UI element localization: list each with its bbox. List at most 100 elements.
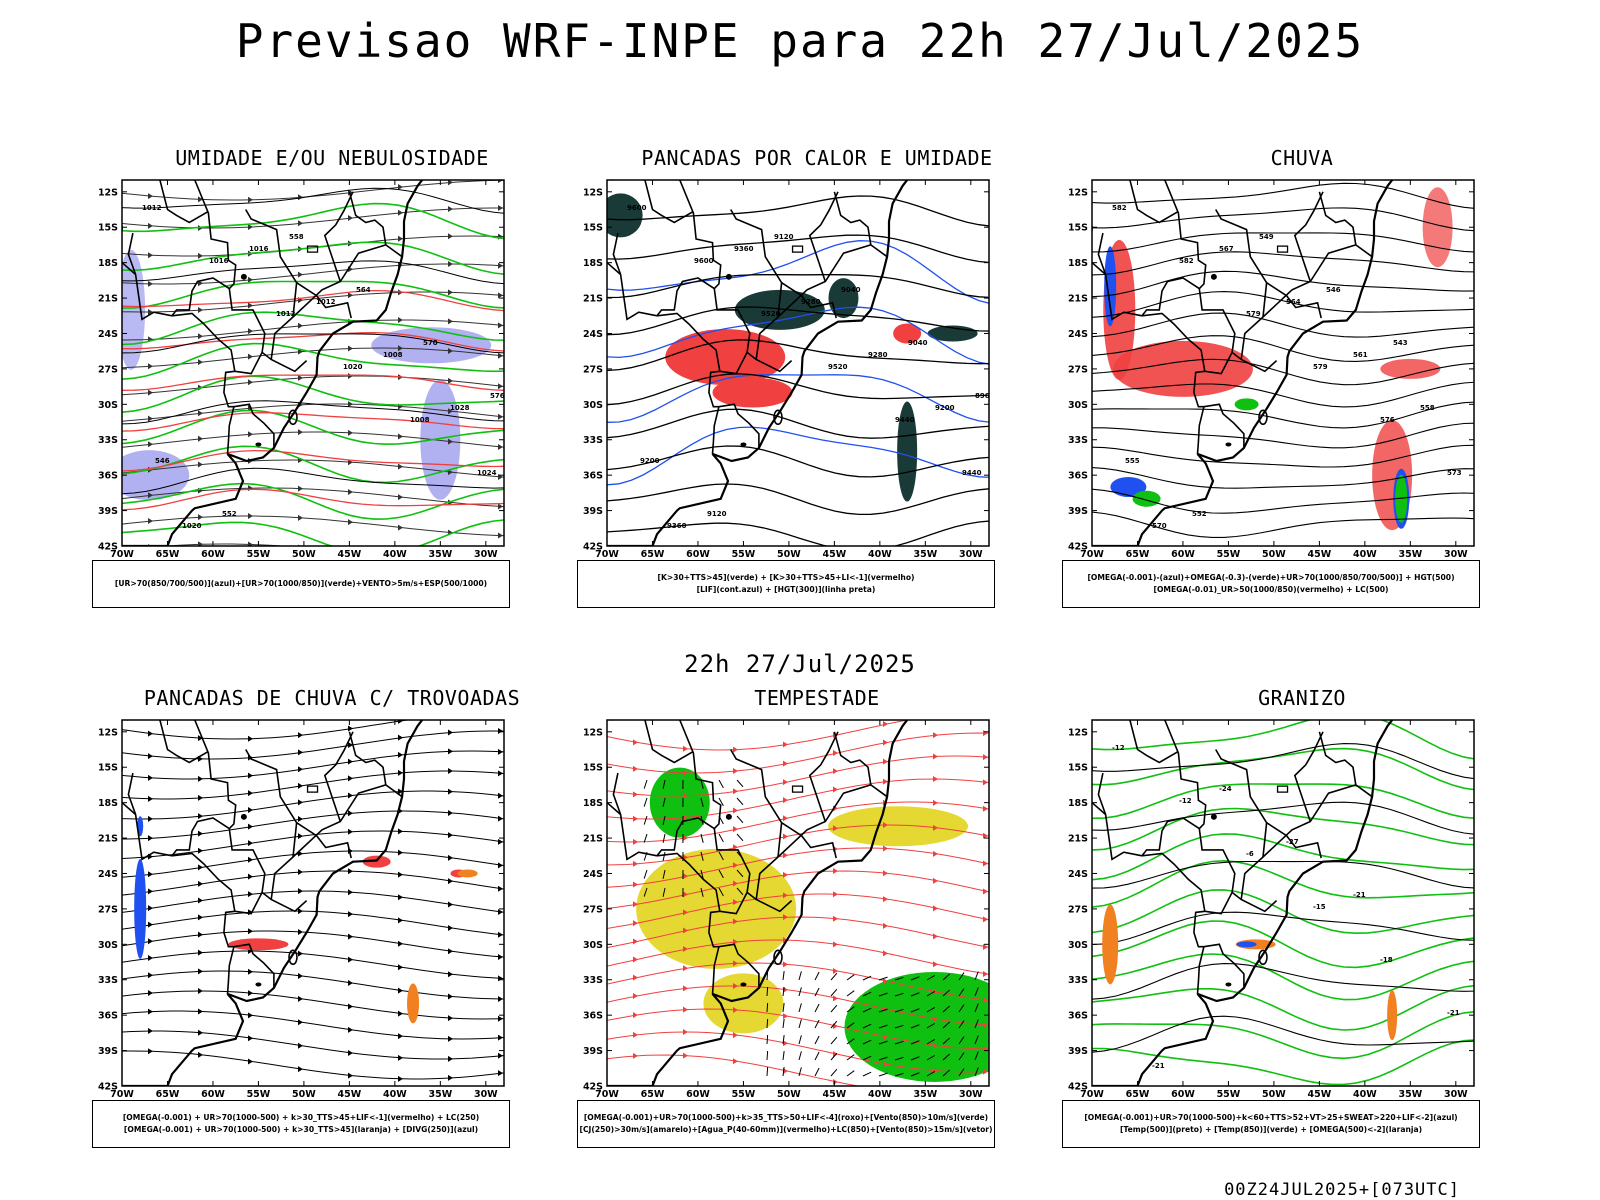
state-border: [223, 370, 275, 448]
wind-vector: [942, 1005, 950, 1013]
streamline-arrow: [298, 322, 303, 329]
streamline-arrow: [883, 778, 888, 785]
lat-tick-label: 15S: [98, 223, 118, 234]
k-tts-area: [897, 401, 918, 502]
streamline-arrow: [398, 1054, 403, 1061]
streamline-arrow: [498, 728, 503, 735]
contour-label: -6: [1246, 850, 1254, 858]
streamline-arrow: [148, 252, 153, 259]
lat-tick-label: 12S: [1068, 727, 1088, 738]
streamline-arrow: [448, 261, 453, 268]
brasilia-df: [306, 245, 319, 253]
streamline-arrow: [348, 792, 353, 799]
map-base: [122, 720, 424, 1086]
hgt500-contour: [1092, 381, 1474, 408]
lake: [255, 442, 262, 447]
streamline-arrow: [348, 488, 353, 495]
hgt300-contour: [607, 274, 989, 299]
ur-1000-850-contour: [122, 311, 504, 346]
streamline-arrow: [983, 1090, 988, 1096]
lon-tick-label: 65W: [156, 1089, 180, 1100]
hgt500-contour: [1092, 401, 1474, 429]
wind-vector: [942, 1021, 950, 1029]
coastline: [607, 180, 909, 546]
streamline-arrow: [148, 1028, 153, 1035]
lat-tick-label: 12S: [583, 727, 603, 738]
streamline-arrow: [448, 925, 453, 932]
streamline-arrow: [198, 735, 203, 742]
wind-vector: [862, 1055, 872, 1061]
lat-tick-label: 39S: [98, 506, 118, 517]
streamline-arrow: [398, 987, 403, 994]
lon-tick-label: 40W: [868, 549, 892, 560]
wind-vector: [846, 1054, 855, 1061]
streamline-arrow: [833, 941, 838, 948]
streamline: [607, 824, 989, 866]
streamline-arrow: [198, 435, 203, 442]
temp850-contour: [1092, 720, 1474, 760]
streamline-arrow: [683, 909, 688, 916]
k-tts-li-area: [712, 377, 793, 408]
state-border: [656, 288, 751, 375]
wind-vector: [991, 1051, 993, 1060]
streamline-arrow: [498, 1015, 503, 1022]
hgt500-contour: [1092, 467, 1474, 489]
streamline: [122, 720, 412, 740]
wind-vector: [910, 1072, 920, 1077]
wind-vector: [830, 1036, 838, 1045]
streamline-arrow: [498, 1052, 503, 1059]
streamline-arrow: [933, 989, 938, 996]
contour-label: -12: [1112, 744, 1125, 752]
plot-area: 582 582 579 579 576 573 570 567 564 561 558 555 552 5…: [1092, 180, 1474, 546]
lat-tick-label: 39S: [98, 1046, 118, 1057]
streamline-arrow: [398, 751, 403, 758]
panel-legend: [K>30+TTS>45](verde) + [K>30+TTS>45+LI<-…: [577, 560, 995, 608]
streamline-arrow: [683, 1029, 688, 1036]
state-border: [833, 731, 872, 786]
state-border: [644, 720, 693, 764]
streamline-arrow: [398, 769, 403, 776]
state-border: [755, 784, 888, 900]
wind-vector: [846, 990, 855, 997]
wind-vector: [991, 971, 993, 980]
temp850-contour: [1092, 783, 1474, 820]
lake: [255, 982, 262, 987]
wind-vector: [894, 976, 904, 981]
streamline-arrow: [448, 408, 453, 415]
ur-1000-850-contour: [122, 202, 504, 240]
streamline: [122, 850, 504, 878]
streamline-arrow: [498, 975, 503, 982]
wind-vector: [736, 833, 744, 842]
contour-label: -21: [1447, 1009, 1460, 1017]
streamline-arrow: [198, 541, 203, 546]
streamline-arrow: [498, 931, 503, 938]
contour-label: 9440: [895, 416, 915, 424]
hgt500-contour: [1092, 232, 1474, 253]
lake: [1210, 813, 1217, 820]
wind-vector: [958, 1020, 965, 1029]
wind-vector: [926, 1071, 936, 1077]
streamline-arrow: [298, 485, 303, 492]
lon-tick-label: 40W: [383, 549, 407, 560]
wind-vector: [926, 991, 936, 997]
streamline-arrow: [448, 948, 453, 955]
wind-vector: [958, 988, 965, 997]
k-tts-area: [607, 193, 643, 238]
streamline-arrow: [348, 1072, 353, 1079]
streamline-arrow: [633, 1052, 638, 1059]
streamline-arrow: [498, 383, 503, 390]
state-border: [226, 946, 235, 994]
wind-vector: [958, 1036, 965, 1045]
lat-tick-label: 18S: [1068, 798, 1088, 809]
streamline-arrow: [933, 824, 938, 831]
wind-vector: [991, 1035, 993, 1044]
streamline-arrow: [833, 1023, 838, 1030]
wind-vector: [718, 869, 724, 879]
state-border: [1196, 406, 1205, 454]
contour-label: 1012: [276, 310, 296, 318]
thickness-contour: [122, 374, 504, 391]
lake: [240, 273, 247, 280]
streamline-arrow: [883, 896, 888, 903]
